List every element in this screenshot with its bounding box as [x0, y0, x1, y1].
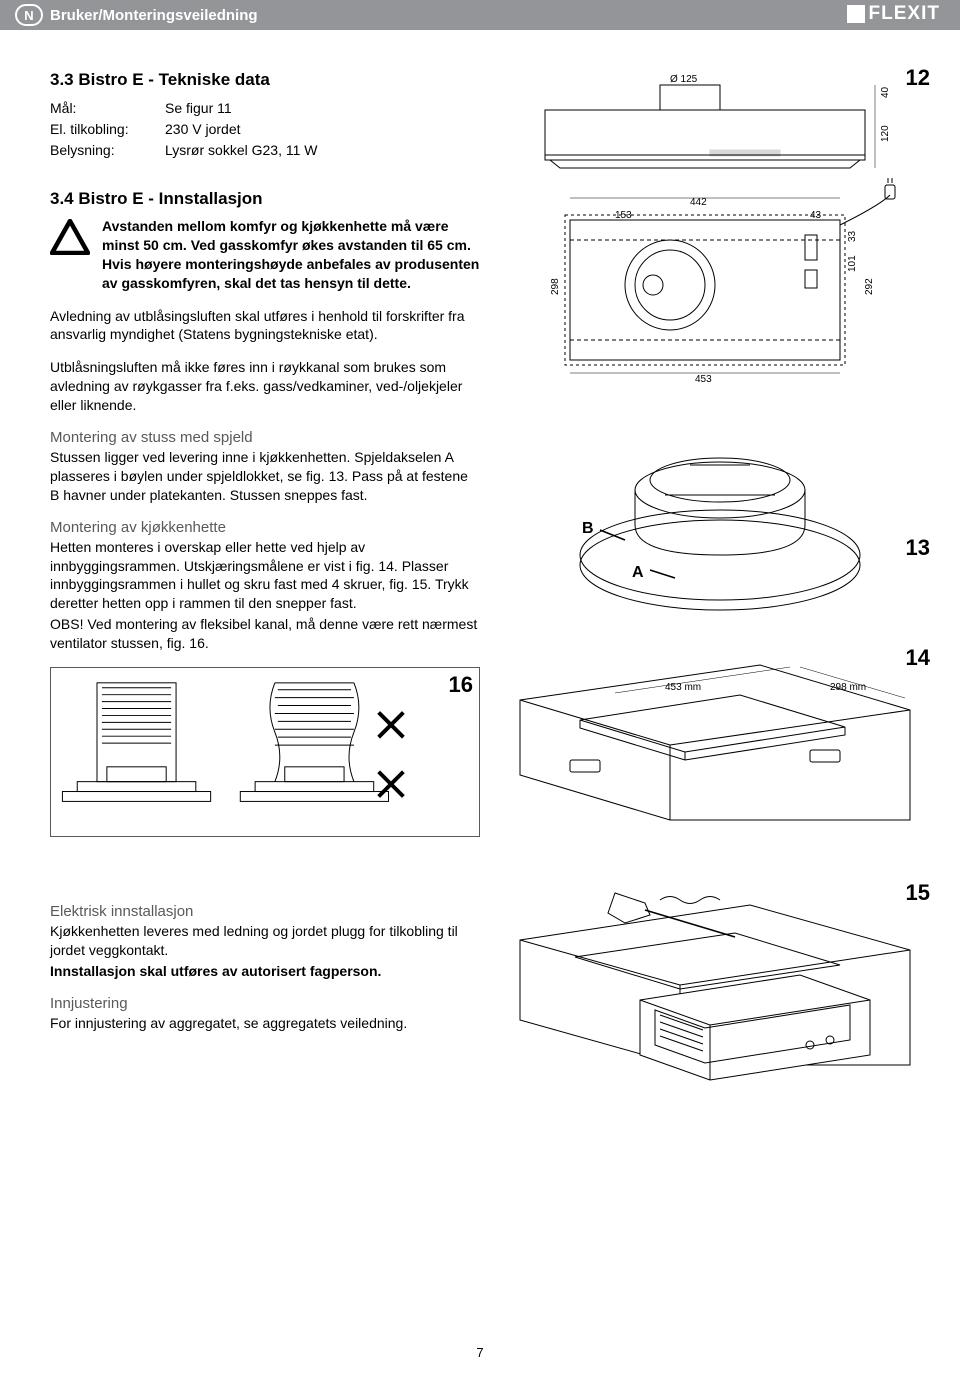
right-column: 12 Ø 125 40 120 — [510, 70, 930, 1085]
figure-number: 15 — [906, 880, 930, 906]
figure-15-diagram — [510, 885, 930, 1085]
subhead-hette: Montering av kjøkkenhette — [50, 519, 480, 536]
spec-value: Lysrør sokkel G23, 11 W — [165, 140, 317, 161]
dim-40: 40 — [880, 86, 891, 98]
label-a: A — [632, 564, 644, 581]
figure-14-wrap: 14 453 mm 298 mm — [510, 650, 930, 830]
text-innjustering: For innjustering av aggregatet, se aggre… — [50, 1014, 480, 1033]
text-elektrisk: Kjøkkenhetten leveres med ledning og jor… — [50, 922, 480, 960]
page-content: 3.3 Bistro E - Tekniske data Mål: Se fig… — [0, 30, 960, 1085]
figure-13-diagram: B A — [510, 425, 930, 625]
dim-d125: Ø 125 — [670, 74, 698, 85]
figure-number: 14 — [906, 645, 930, 671]
text-hette: Hetten monteres i overskap eller hette v… — [50, 538, 480, 614]
dim-43: 43 — [810, 210, 822, 221]
spec-label: Belysning: — [50, 140, 165, 161]
subhead-innjustering: Innjustering — [50, 995, 480, 1012]
page-number: 7 — [476, 1345, 483, 1360]
dim-101: 101 — [847, 255, 858, 272]
brand-text: FLEXIT — [869, 3, 940, 25]
figure-14-diagram: 453 mm 298 mm — [510, 650, 930, 830]
dim-453: 453 — [695, 374, 712, 385]
dim-120: 120 — [880, 125, 891, 142]
brand-icon — [847, 5, 865, 23]
figure-15-wrap: 15 — [510, 885, 930, 1085]
para-utblasning: Utblåsningsluften må ikke føres inn i rø… — [50, 358, 480, 415]
para-avledning: Avledning av utblåsingsluften skal utfør… — [50, 307, 480, 345]
figure-13-wrap: 13 B A — [510, 425, 930, 625]
dim-33: 33 — [847, 230, 858, 242]
page-header: N Bruker/Monteringsveiledning FLEXIT — [0, 0, 960, 30]
dim-298: 298 — [550, 278, 561, 295]
header-title: Bruker/Monteringsveiledning — [50, 7, 258, 24]
figure-number: 16 — [449, 672, 473, 698]
warning-text: Avstanden mellom komfyr og kjøkkenhette … — [102, 217, 480, 293]
spec-label: Mål: — [50, 98, 165, 119]
figure-number: 12 — [906, 65, 930, 91]
spec-value: Se figur 11 — [165, 98, 232, 119]
dim-292: 292 — [864, 278, 875, 295]
section-3-4-heading: 3.4 Bistro E - Innstallasjon — [50, 189, 480, 209]
spec-value: 230 V jordet — [165, 119, 241, 140]
spec-table: Mål: Se figur 11 El. tilkobling: 230 V j… — [50, 98, 480, 161]
spec-row: Mål: Se figur 11 — [50, 98, 480, 119]
text-obs: OBS! Ved montering av fleksibel kanal, m… — [50, 615, 480, 653]
subhead-stuss: Montering av stuss med spjeld — [50, 429, 480, 446]
text-stuss: Stussen ligger ved levering inne i kjøkk… — [50, 448, 480, 505]
left-column: 3.3 Bistro E - Tekniske data Mål: Se fig… — [50, 70, 480, 1085]
language-badge: N — [15, 4, 43, 26]
dim-453mm: 453 mm — [665, 682, 701, 693]
subhead-elektrisk: Elektrisk innstallasjon — [50, 903, 480, 920]
figure-12-wrap: 12 Ø 125 40 120 — [510, 70, 930, 400]
dim-298mm: 298 mm — [830, 682, 866, 693]
dim-153: 153 — [615, 210, 632, 221]
warning-block: Avstanden mellom komfyr og kjøkkenhette … — [50, 217, 480, 293]
figure-16: 16 — [50, 667, 480, 837]
figure-12-diagram: Ø 125 40 120 — [510, 70, 930, 400]
spec-row: El. tilkobling: 230 V jordet — [50, 119, 480, 140]
figure-number: 13 — [906, 535, 930, 561]
dim-442: 442 — [690, 197, 707, 208]
section-3-3-heading: 3.3 Bistro E - Tekniske data — [50, 70, 480, 90]
brand-logo: FLEXIT — [847, 3, 940, 25]
text-elektrisk-bold: Innstallasjon skal utføres av autorisert… — [50, 962, 480, 981]
figure-16-diagram — [51, 668, 479, 836]
spec-row: Belysning: Lysrør sokkel G23, 11 W — [50, 140, 480, 161]
spec-label: El. tilkobling: — [50, 119, 165, 140]
warning-triangle-icon — [50, 219, 90, 255]
label-b: B — [582, 520, 594, 537]
